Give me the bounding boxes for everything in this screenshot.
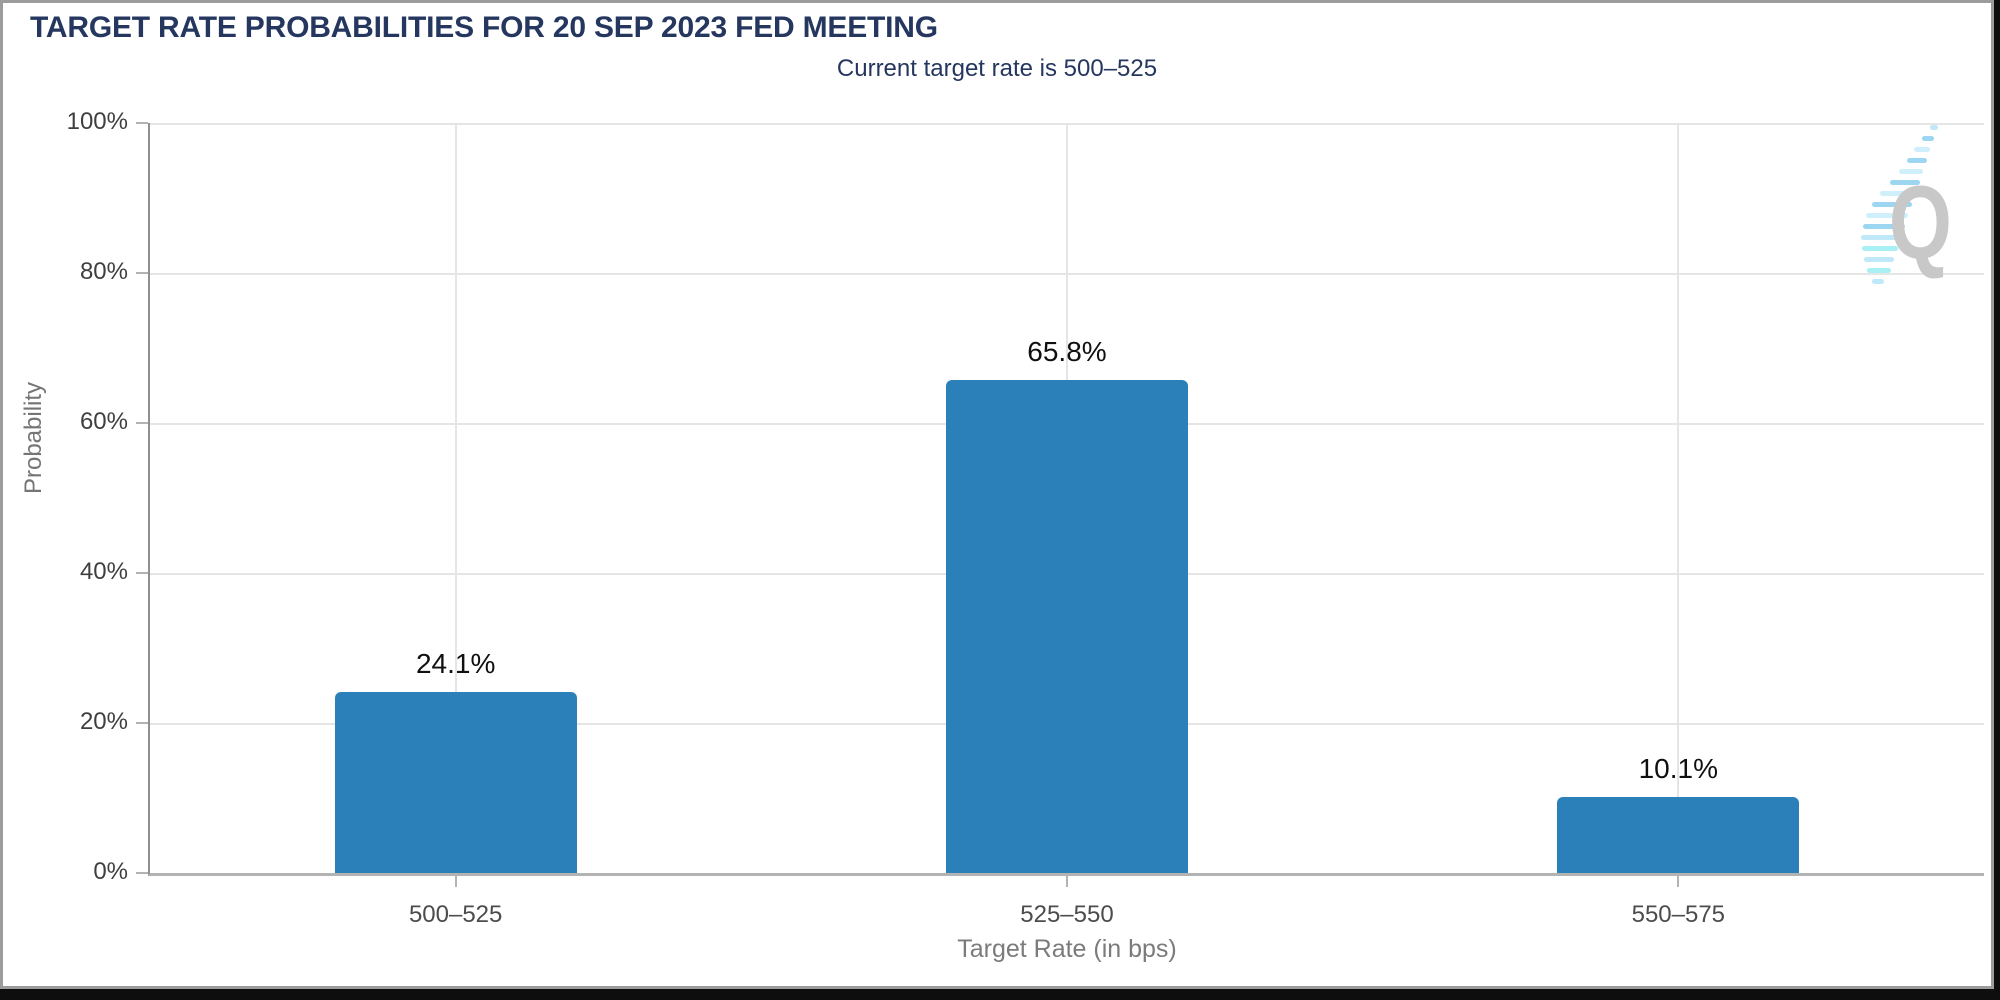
x-tick [1065,873,1068,887]
y-tick-label: 40% [79,558,128,585]
bar-group-525-550: 65.8% 525–550 [761,123,1372,928]
y-tick [136,422,148,424]
bar-group-500-525: 24.1% 500–525 [150,123,761,928]
x-tick-label: 525–550 [1020,901,1114,928]
x-axis-title: Target Rate (in bps) [957,935,1177,963]
y-tick [136,572,148,574]
x-tick [454,873,457,887]
bar-value-label: 10.1% [1638,753,1719,785]
bar-500-525[interactable]: 24.1% [334,648,577,873]
bar-value-label: 65.8% [1027,335,1107,367]
y-tick [136,722,148,724]
plot-area: 100% 80% 60% 40% 20% 0% 24.1% 500–525 [20,108,1984,963]
bar-550-575[interactable]: 10.1% [1557,753,1800,873]
vertical-gridline [454,123,457,873]
q-watermark-logo: Q [1848,113,1988,293]
bar-value-label: 24.1% [415,648,496,680]
bar-group-550-575: 10.1% 550–575 [1373,123,1984,928]
y-tick-label: 20% [79,708,128,735]
y-tick-label: 60% [79,408,128,435]
y-tick-label: 0% [93,858,128,885]
bar-525-550[interactable]: 65.8% [945,336,1188,873]
vertical-gridline [1677,123,1680,873]
x-tick-label: 500–525 [408,901,503,928]
y-axis-title: Probability [20,381,47,495]
chart-subtitle: Current target rate is 500–525 [836,55,1158,82]
y-tick-label: 100% [66,108,128,135]
bar-series: 24.1% 500–525 65.8% 525–550 10 [150,123,1984,928]
x-tick-label: 550–575 [1631,901,1726,928]
y-tick-label: 80% [79,258,128,285]
y-tick [136,872,148,874]
logo-q-letter: Q [1889,164,1952,280]
y-tick [136,122,148,124]
logo-dash-trail [1861,125,1938,284]
chart-title: TARGET RATE PROBABILITIES FOR 20 SEP 202… [30,11,938,44]
x-tick [1677,873,1680,887]
y-tick [136,272,148,274]
